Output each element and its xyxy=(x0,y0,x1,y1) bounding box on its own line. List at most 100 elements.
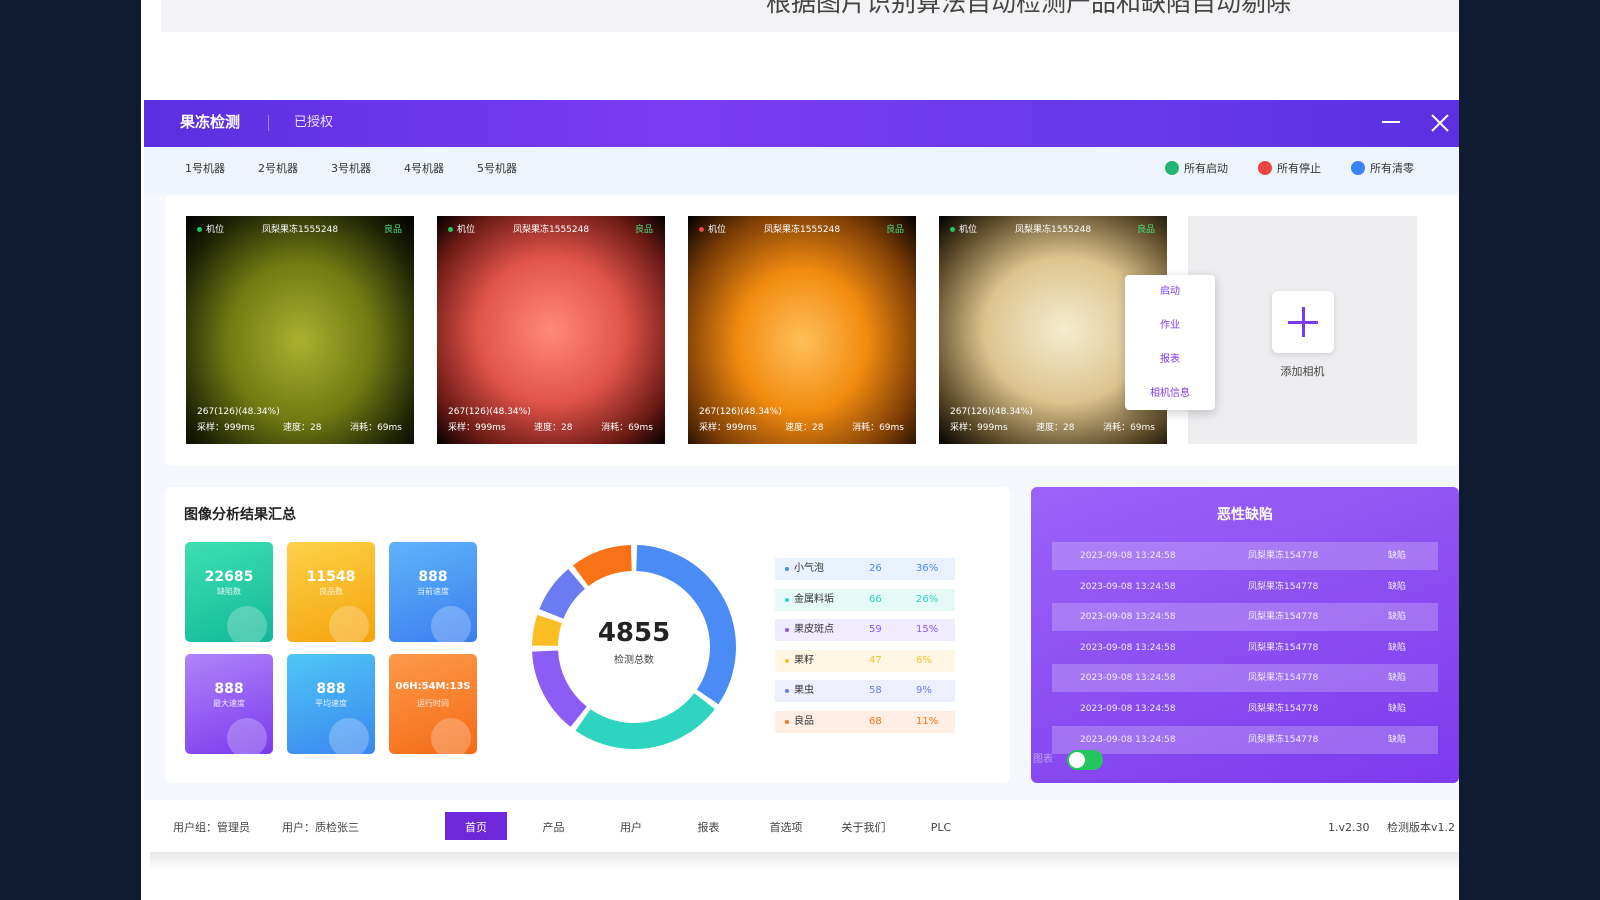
donut-segment xyxy=(539,569,585,619)
add-camera-button[interactable] xyxy=(1272,291,1334,353)
action-button[interactable]: 所有清零 xyxy=(1370,162,1414,175)
status-dot xyxy=(197,227,202,232)
donut-segment xyxy=(532,614,562,646)
legend-percent: 6% xyxy=(916,654,932,666)
action-button[interactable]: 所有停止 xyxy=(1277,162,1321,175)
toggle-knob xyxy=(1069,752,1085,768)
camera-speed: 速度：28 xyxy=(283,423,322,433)
action-icon[interactable] xyxy=(1351,161,1365,175)
stat-tile: 888 平均速度 xyxy=(287,654,375,754)
caption-band xyxy=(161,0,1459,32)
legend-row: 小气泡 26 36% xyxy=(775,558,955,580)
close-button[interactable] xyxy=(1430,113,1450,133)
legend-count: 68 xyxy=(869,716,882,727)
machine-tab[interactable]: 2号机器 xyxy=(258,162,298,175)
camera-result: 良品 xyxy=(1136,225,1155,235)
chart-toggle[interactable] xyxy=(1067,750,1103,770)
stat-tile: 06H:54M:13S 运行时间 xyxy=(389,654,477,754)
machine-tab[interactable]: 5号机器 xyxy=(477,162,517,175)
menu-item[interactable]: 启动 xyxy=(1160,286,1180,297)
camera-view[interactable]: 机位 凤梨果冻1555248 良品 267(126)(48.34%) 采样：999ms 速… xyxy=(437,216,665,444)
plus-h xyxy=(1288,321,1318,324)
menu-item[interactable]: 作业 xyxy=(1160,320,1180,331)
defect-cell: 凤梨果冻154778 xyxy=(1248,734,1319,745)
camera-product: 凤梨果冻1555248 xyxy=(262,225,339,235)
action-icon[interactable] xyxy=(1258,161,1272,175)
defect-cell: 缺陷 xyxy=(1388,704,1407,714)
defect-cell: 缺陷 xyxy=(1388,612,1407,623)
defect-cell: 凤梨果冻154778 xyxy=(1248,642,1319,653)
legend-row: 果籽 47 6% xyxy=(775,649,955,672)
camera-cost: 消耗：69ms xyxy=(1103,423,1155,433)
menu-item[interactable]: 相机信息 xyxy=(1150,388,1190,399)
legend-row: 果皮斑点 59 15% xyxy=(775,619,955,642)
donut-total: 4855 xyxy=(598,618,670,648)
menu-item[interactable]: 报表 xyxy=(1160,354,1180,365)
stat-tile: 888 当前速度 xyxy=(389,542,477,642)
legend-count: 58 xyxy=(869,685,882,697)
defect-title: 恶性缺陷 xyxy=(1217,507,1273,523)
machine-tab[interactable]: 4号机器 xyxy=(404,162,444,175)
legend-percent: 11% xyxy=(916,716,939,727)
nav-tab[interactable]: 报表 xyxy=(697,821,720,834)
build-version: 检测版本v1.2 xyxy=(1387,821,1456,834)
minimize-button[interactable] xyxy=(1382,121,1400,123)
legend-dot xyxy=(785,628,789,633)
legend-row: 金属料垢 66 26% xyxy=(775,588,955,611)
tile-value: 888 xyxy=(214,681,244,697)
legend-percent: 36% xyxy=(916,563,939,574)
defect-row: 2023-09-08 13:24:58 凤梨果冻154778 缺陷 xyxy=(1052,573,1438,601)
tile-value: 06H:54M:13S xyxy=(395,681,471,692)
camera-product: 凤梨果冻1555248 xyxy=(1015,225,1092,235)
defect-cell: 缺陷 xyxy=(1388,673,1407,684)
donut-segment xyxy=(636,545,736,705)
action-button[interactable]: 所有启动 xyxy=(1184,162,1228,175)
legend-count: 59 xyxy=(869,624,882,636)
defect-row: 2023-09-08 13:24:58 凤梨果冻154778 缺陷 xyxy=(1052,725,1438,754)
context-menu: 启动作业报表相机信息 xyxy=(1125,275,1215,410)
app-window: 果冻检测 已授权 1号机器 2号机器 3号机器 4号机器 5号机器 所有启动 所有停止 所有清… xyxy=(144,100,1459,852)
tile-icon xyxy=(227,606,267,642)
camera-view[interactable]: 机位 凤梨果冻1555248 良品 267(126)(48.34%) 采样：999ms 速… xyxy=(186,216,414,444)
slide-caption: 根据图片识别算法自动检测产品和缺陷自动剔除 xyxy=(766,0,1292,17)
toggle-label: 图表 xyxy=(1033,754,1053,765)
camera-product: 凤梨果冻1555248 xyxy=(513,225,590,235)
camera-sampling: 采样：999ms xyxy=(448,423,506,433)
defect-row: 2023-09-08 13:24:58 凤梨果冻154778 缺陷 xyxy=(1052,634,1438,662)
camera-stats: 267(126)(48.34%) xyxy=(699,407,782,417)
camera-result: 良品 xyxy=(634,225,653,235)
divider xyxy=(268,115,269,131)
donut-segment xyxy=(532,650,587,727)
nav-tab[interactable]: 关于我们 xyxy=(841,821,886,834)
defect-cell: 凤梨果冻154778 xyxy=(1248,551,1319,561)
nav-tab[interactable]: 产品 xyxy=(542,821,565,834)
app-version: 1.v2.30 xyxy=(1328,821,1370,834)
nav-tab[interactable]: 首选项 xyxy=(769,821,803,834)
tile-icon xyxy=(431,718,471,754)
add-camera-label: 添加相机 xyxy=(1280,365,1325,378)
machine-tab[interactable]: 3号机器 xyxy=(331,162,371,175)
legend-count: 66 xyxy=(869,593,882,605)
legend-dot xyxy=(785,658,789,663)
tile-icon xyxy=(431,606,471,642)
legend-count: 47 xyxy=(869,654,882,666)
action-icon[interactable] xyxy=(1165,161,1179,175)
machine-tab[interactable]: 1号机器 xyxy=(185,162,225,175)
add-camera-card[interactable]: 添加相机 xyxy=(1188,216,1417,444)
tile-label: 最大速度 xyxy=(213,699,245,708)
defect-cell: 2023-09-08 13:24:58 xyxy=(1080,551,1176,561)
camera-result: 良品 xyxy=(383,225,402,235)
camera-sampling: 采样：999ms xyxy=(699,423,757,433)
nav-tab[interactable]: 首页 xyxy=(465,821,487,834)
user-name: 用户：质检张三 xyxy=(282,821,359,834)
legend-name: 金属料垢 xyxy=(794,593,834,605)
nav-tab[interactable]: 用户 xyxy=(620,821,642,834)
legend-name: 果虫 xyxy=(794,685,814,697)
donut-total-label: 检测总数 xyxy=(614,653,654,666)
camera-view[interactable]: 机位 凤梨果冻1555248 良品 267(126)(48.34%) 采样：999ms 速… xyxy=(688,216,916,444)
nav-tab[interactable]: PLC xyxy=(930,821,952,834)
stat-tile: 888 最大速度 xyxy=(185,654,273,754)
legend-dot xyxy=(785,567,789,571)
camera-stats: 267(126)(48.34%) xyxy=(448,407,531,417)
